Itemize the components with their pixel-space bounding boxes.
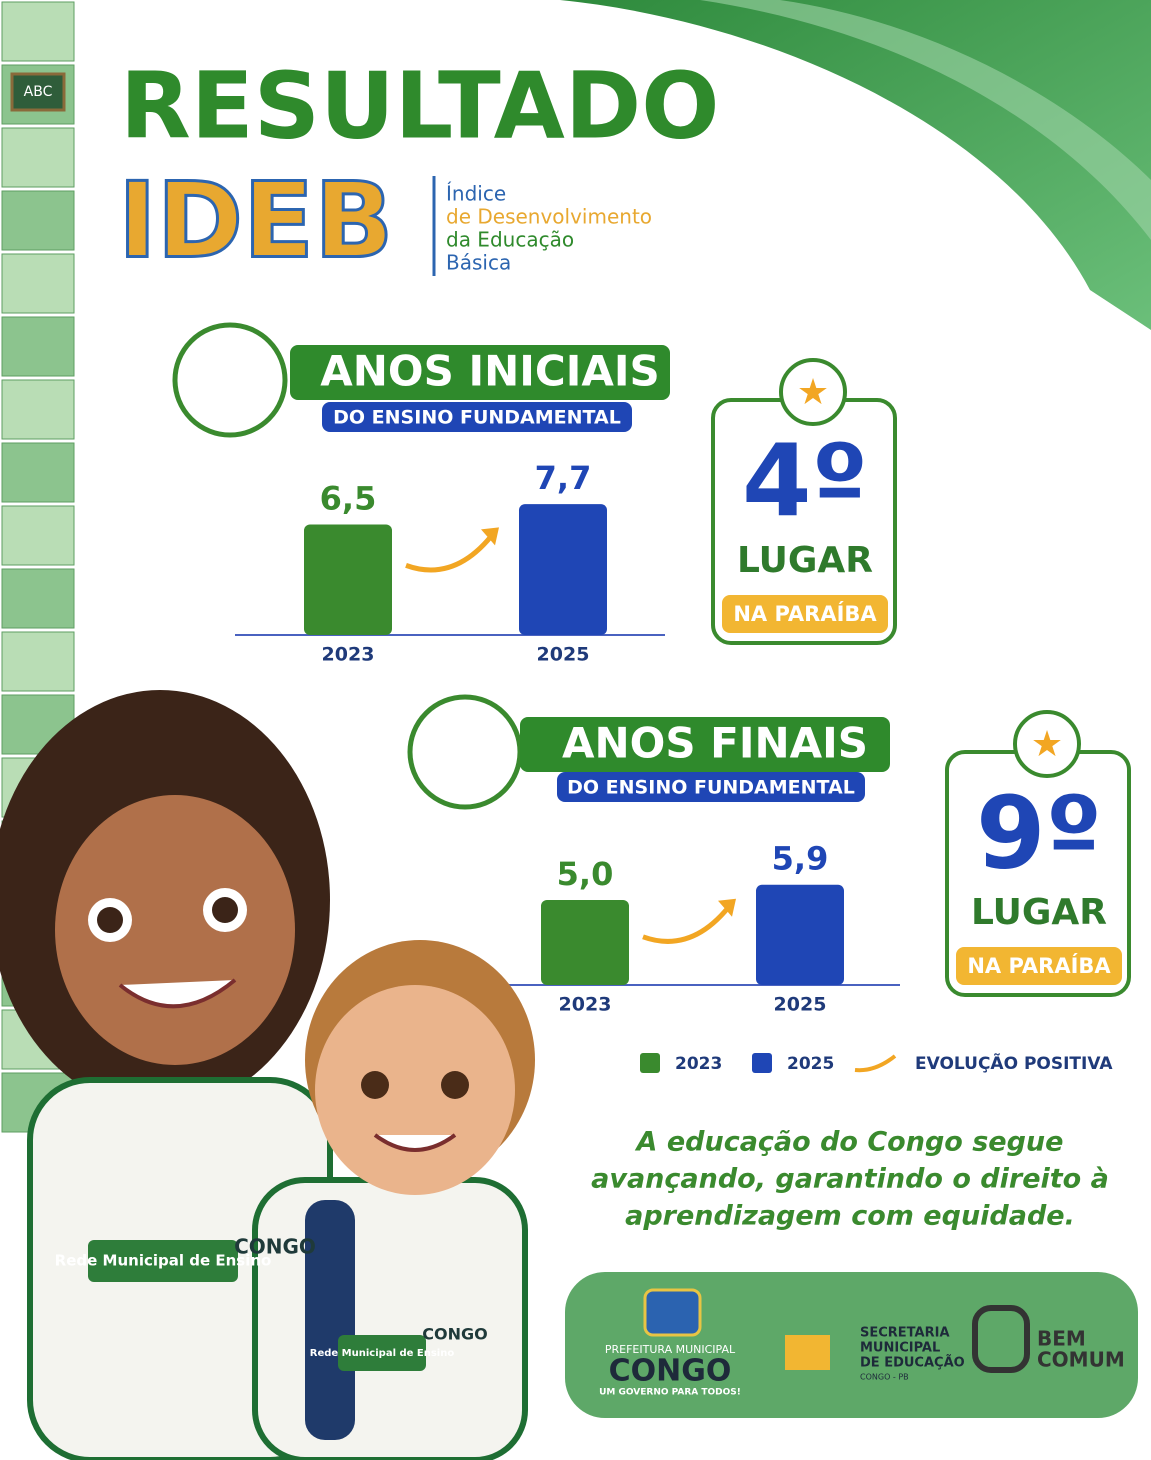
secretaria-place: CONGO - PB	[860, 1373, 909, 1382]
section-subtitle: DO ENSINO FUNDAMENTAL	[333, 407, 621, 429]
subtitle-line: Índice	[446, 182, 506, 206]
eye	[97, 907, 123, 933]
city: CONGO	[609, 1354, 732, 1389]
sidebar-tile	[1, 316, 75, 377]
boy-face	[315, 985, 515, 1195]
bar	[541, 900, 629, 985]
evolution-arrow	[642, 901, 734, 944]
eye	[441, 1071, 469, 1099]
value-label: 5,9	[772, 840, 829, 878]
year-label: 2025	[774, 994, 827, 1016]
shirt-badge	[88, 1240, 238, 1282]
section-title: ANOS FINAIS	[562, 719, 868, 768]
city-top: PREFEITURA MUNICIPAL	[605, 1343, 736, 1356]
rank-scope: NA PARAÍBA	[733, 601, 877, 626]
sidebar-tile	[1, 568, 75, 629]
message-line: aprendizagem com equidade.	[625, 1201, 1075, 1232]
rank: 4º	[742, 422, 868, 539]
charts: ANOS INICIAIS DO ENSINO FUNDAMENTAL 6,5 202…	[172, 322, 1131, 1016]
shirt-brand: CONGO	[422, 1325, 487, 1344]
city-crest	[643, 1288, 702, 1337]
eye	[361, 1071, 389, 1099]
corner-curve-light	[700, 0, 1151, 240]
year-label: 2023	[322, 644, 375, 666]
year-label: 2023	[559, 994, 612, 1016]
brand: IDEB	[118, 159, 393, 281]
secretaria-line: DE EDUCAÇÃO	[860, 1355, 965, 1371]
value-label: 6,5	[320, 480, 377, 518]
subtitle-line: de Desenvolvimento	[446, 205, 652, 229]
legend-label: 2025	[787, 1054, 834, 1074]
legend-label: 2023	[675, 1054, 722, 1074]
bar	[304, 524, 392, 635]
evolution-arrow	[405, 529, 497, 573]
backpack	[305, 1200, 355, 1440]
sidebar-tile	[1, 1, 75, 62]
subtitle-line: Básica	[446, 251, 511, 275]
shirt-label: Rede Municipal de Ensino	[55, 1252, 272, 1270]
mouth	[118, 978, 237, 1009]
girl-face	[55, 795, 295, 1065]
secretaria-line: MUNICIPAL	[860, 1341, 940, 1356]
sidebar-tile	[1, 127, 75, 188]
illustration	[0, 690, 535, 1460]
sidebar-tile	[1, 442, 75, 503]
rank-scope-pill	[956, 947, 1122, 985]
section-title: ANOS INICIAIS	[320, 347, 659, 396]
shirt-brand: CONGO	[234, 1235, 316, 1259]
mouth	[373, 1133, 457, 1152]
legend-swatch	[640, 1053, 660, 1073]
section-subtitle-pill	[322, 402, 632, 432]
bar	[756, 884, 844, 985]
sidebar-tile	[1, 190, 75, 251]
bar	[519, 504, 607, 635]
star: ★	[797, 372, 829, 413]
shirt-label: Rede Municipal de Ensino	[310, 1348, 455, 1359]
rank: 9º	[976, 774, 1102, 891]
message-line: A educação do Congo segue	[635, 1127, 1064, 1158]
eye	[212, 897, 238, 923]
year-label: 2025	[537, 644, 590, 666]
sidebar-tile	[1, 253, 75, 314]
rank-star-badge	[779, 358, 847, 426]
title: RESULTADO	[120, 52, 719, 159]
value-label: 7,7	[535, 459, 592, 497]
partner-line: COMUM	[1037, 1348, 1125, 1372]
partner-line: BEM	[1037, 1327, 1086, 1351]
legend-arrow	[854, 1054, 897, 1073]
subtitle-line: da Educação	[446, 228, 574, 252]
message-line: avançando, garantindo o direito à	[591, 1164, 1109, 1195]
star: ★	[1031, 724, 1063, 765]
section-icon	[172, 322, 288, 438]
chalkboard-text: ABC	[24, 84, 53, 100]
section-banner	[520, 717, 890, 772]
partner-logo	[972, 1305, 1030, 1373]
shirt-badge	[338, 1335, 426, 1371]
arrow-head	[481, 527, 499, 546]
secretaria-logo	[785, 1335, 830, 1370]
value-label: 5,0	[557, 855, 614, 893]
section-subtitle: DO ENSINO FUNDAMENTAL	[567, 777, 855, 799]
section-subtitle-pill	[557, 772, 865, 802]
rank-scope: NA PARAÍBA	[967, 953, 1111, 978]
arrow-head	[718, 898, 736, 917]
city-slogan: UM GOVERNO PARA TODOS!	[599, 1388, 741, 1398]
rank-word: LUGAR	[737, 540, 873, 581]
boy-shirt	[252, 1177, 528, 1460]
sidebar-tile	[1, 631, 75, 692]
section-icon	[407, 694, 523, 810]
secretaria-line: SECRETARIA	[860, 1326, 950, 1341]
sidebar-tile	[1, 505, 75, 566]
section-banner	[290, 345, 670, 400]
sidebar-tile	[1, 379, 75, 440]
legend-swatch	[752, 1053, 772, 1073]
rank-scope-pill	[722, 595, 888, 633]
rank-star-badge	[1013, 710, 1081, 778]
rank-word: LUGAR	[971, 892, 1107, 933]
chalkboard	[10, 72, 66, 112]
legend-label: EVOLUÇÃO POSITIVA	[915, 1051, 1113, 1074]
